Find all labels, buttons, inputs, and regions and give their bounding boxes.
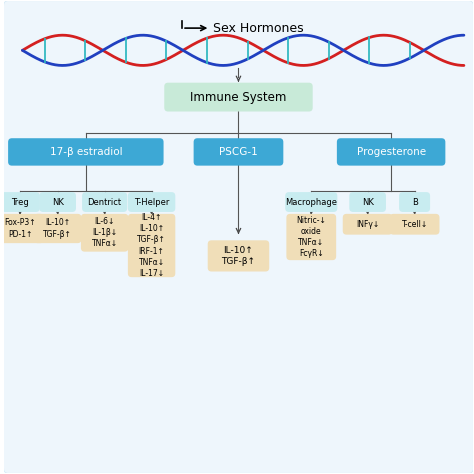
FancyBboxPatch shape: [337, 138, 446, 165]
FancyBboxPatch shape: [193, 138, 283, 165]
FancyBboxPatch shape: [81, 214, 128, 252]
FancyBboxPatch shape: [390, 214, 439, 235]
Text: NK: NK: [362, 198, 374, 207]
Text: Progesterone: Progesterone: [356, 147, 426, 157]
Text: Nitric-↓
oxide
TNFα↓
FcγR↓: Nitric-↓ oxide TNFα↓ FcγR↓: [296, 216, 326, 258]
Text: Macrophage: Macrophage: [285, 198, 337, 207]
Text: B: B: [411, 198, 418, 207]
FancyBboxPatch shape: [4, 0, 474, 474]
Text: NK: NK: [52, 198, 64, 207]
Text: Sex Hormones: Sex Hormones: [213, 22, 303, 35]
Text: Fox-P3↑
PD-1↑: Fox-P3↑ PD-1↑: [4, 219, 36, 238]
Text: Treg: Treg: [11, 198, 29, 207]
FancyBboxPatch shape: [128, 214, 175, 277]
Text: T-Helper: T-Helper: [134, 198, 169, 207]
FancyBboxPatch shape: [0, 214, 44, 243]
FancyBboxPatch shape: [82, 192, 127, 212]
Text: PSCG-1: PSCG-1: [219, 147, 258, 157]
Text: IL-6↓
IL-1β↓
TNFα↓: IL-6↓ IL-1β↓ TNFα↓: [91, 217, 118, 248]
FancyBboxPatch shape: [39, 192, 76, 212]
Text: 17-β estradiol: 17-β estradiol: [49, 147, 122, 157]
Text: T-cell↓: T-cell↓: [401, 220, 428, 229]
FancyBboxPatch shape: [128, 192, 175, 212]
FancyBboxPatch shape: [8, 138, 164, 165]
Text: Immune System: Immune System: [190, 91, 287, 104]
FancyBboxPatch shape: [349, 192, 386, 212]
FancyBboxPatch shape: [208, 240, 269, 272]
FancyBboxPatch shape: [34, 214, 82, 243]
FancyBboxPatch shape: [164, 82, 313, 111]
FancyBboxPatch shape: [343, 214, 392, 235]
Text: IL-10↑
TGF-β↑: IL-10↑ TGF-β↑: [43, 219, 72, 238]
Text: Dentrict: Dentrict: [88, 198, 122, 207]
FancyBboxPatch shape: [286, 214, 336, 260]
FancyBboxPatch shape: [399, 192, 430, 212]
Text: IL-10↑
TGF-β↑: IL-10↑ TGF-β↑: [221, 246, 255, 266]
FancyBboxPatch shape: [285, 192, 337, 212]
Text: IL-4↑
IL-10↑
TGF-β↑
IRF-1↑
TNFα↓
IL-17↓: IL-4↑ IL-10↑ TGF-β↑ IRF-1↑ TNFα↓ IL-17↓: [137, 213, 166, 278]
Text: INFγ↓: INFγ↓: [356, 220, 379, 229]
FancyBboxPatch shape: [0, 192, 40, 212]
